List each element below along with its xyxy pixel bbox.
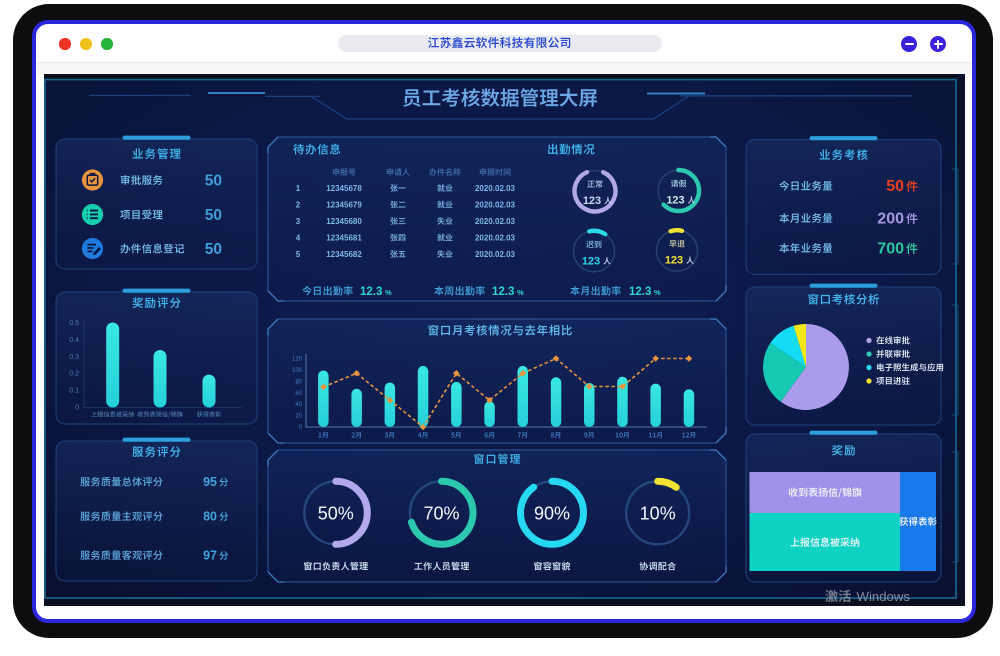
svg-text:50: 50 bbox=[205, 173, 222, 190]
svg-text:20: 20 bbox=[295, 414, 302, 420]
svg-text:70%: 70% bbox=[423, 503, 459, 523]
svg-text:123: 123 bbox=[583, 195, 601, 207]
svg-text:97: 97 bbox=[203, 549, 217, 563]
svg-text:95: 95 bbox=[203, 475, 217, 489]
svg-text:%: % bbox=[654, 288, 661, 297]
svg-text:%: % bbox=[517, 288, 524, 297]
svg-text:123: 123 bbox=[665, 255, 683, 267]
svg-text:0.1: 0.1 bbox=[69, 388, 79, 395]
svg-text:50: 50 bbox=[886, 178, 904, 195]
svg-text:2020.02.03: 2020.02.03 bbox=[475, 184, 516, 193]
svg-text:50: 50 bbox=[205, 207, 222, 224]
svg-text:1: 1 bbox=[296, 184, 301, 193]
svg-text:2020.02.03: 2020.02.03 bbox=[475, 201, 516, 210]
svg-text:50: 50 bbox=[205, 241, 222, 258]
svg-text:0.4: 0.4 bbox=[69, 337, 79, 344]
svg-text:12345679: 12345679 bbox=[326, 201, 362, 210]
svg-text:12345680: 12345680 bbox=[326, 217, 362, 226]
svg-text:100: 100 bbox=[292, 368, 303, 374]
svg-text:0: 0 bbox=[299, 425, 303, 431]
svg-text:12345681: 12345681 bbox=[326, 234, 362, 243]
svg-text:2: 2 bbox=[296, 201, 301, 210]
svg-text:700: 700 bbox=[877, 241, 904, 258]
svg-text:12.3: 12.3 bbox=[629, 286, 651, 298]
svg-text:200: 200 bbox=[877, 211, 904, 228]
svg-text:80: 80 bbox=[295, 379, 302, 385]
svg-text:90%: 90% bbox=[534, 503, 570, 523]
svg-text:120: 120 bbox=[292, 357, 303, 363]
svg-text:0.3: 0.3 bbox=[69, 354, 79, 361]
svg-text:60: 60 bbox=[295, 391, 302, 397]
svg-text:Windows: Windows bbox=[857, 589, 911, 604]
svg-text:12345678: 12345678 bbox=[326, 184, 362, 193]
svg-text:4: 4 bbox=[296, 234, 301, 243]
svg-text:12345682: 12345682 bbox=[326, 250, 362, 259]
svg-text:0: 0 bbox=[75, 405, 79, 412]
svg-text:5: 5 bbox=[296, 250, 301, 259]
svg-text:10%: 10% bbox=[640, 503, 676, 523]
svg-text:12.3: 12.3 bbox=[492, 286, 514, 298]
svg-text:%: % bbox=[385, 288, 392, 297]
svg-text:50%: 50% bbox=[318, 503, 354, 523]
svg-text:2020.02.03: 2020.02.03 bbox=[475, 217, 516, 226]
svg-text:12.3: 12.3 bbox=[360, 286, 382, 298]
svg-text:2020.02.03: 2020.02.03 bbox=[475, 250, 516, 259]
svg-text:3: 3 bbox=[296, 217, 301, 226]
svg-text:40: 40 bbox=[295, 402, 302, 408]
svg-text:80: 80 bbox=[203, 510, 217, 524]
svg-text:2020.02.03: 2020.02.03 bbox=[475, 234, 516, 243]
svg-text:0.2: 0.2 bbox=[69, 371, 79, 378]
svg-text:123: 123 bbox=[666, 195, 684, 207]
svg-text:123: 123 bbox=[582, 255, 600, 267]
svg-text:0.5: 0.5 bbox=[69, 320, 79, 327]
